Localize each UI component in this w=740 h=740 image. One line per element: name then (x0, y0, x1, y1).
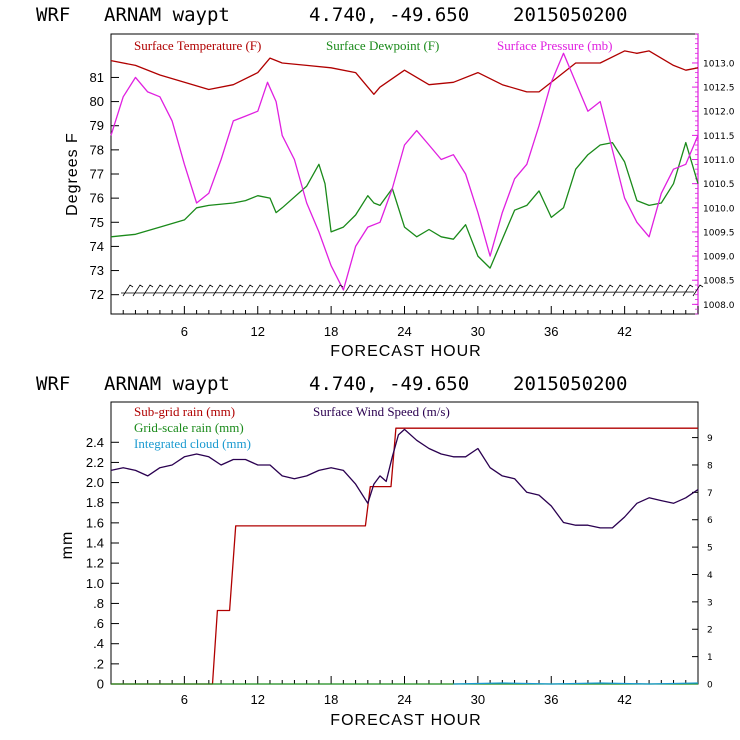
y-tick-label: 1.8 (86, 495, 104, 510)
x-tick-label-12: 12 (251, 692, 265, 707)
temperature-chart: WRF ARNAM waypt 4.740, -49.650 201505020… (36, 4, 735, 360)
series-line-sub-grid-rain-mm (111, 427, 698, 685)
right-tick-label: 1011.0 (703, 156, 735, 166)
legend-surface-temperature: Surface Temperature (F) (134, 38, 261, 53)
y-tick-label: 80 (90, 94, 104, 109)
right-tick-label: 1008.0 (703, 301, 735, 311)
top-plot-frame (110, 33, 699, 315)
top-right-ticks: 1008.0 1008.5 1009.0 1009.5 1010.0 1010.5 1011… (692, 33, 735, 315)
right-tick-label: 1012.0 (703, 108, 735, 118)
y-tick-label: 78 (90, 142, 104, 157)
precipitation-chart: WRF ARNAM waypt 4.740, -49.650 201505020… (36, 373, 713, 729)
x-tick-label-18: 18 (324, 324, 338, 339)
y-tick-label: .4 (93, 636, 104, 651)
bottom-x-ticks: 6 12 18 24 30 36 42 (110, 676, 699, 707)
top-series-group (110, 50, 699, 291)
top-title-init: 2015050200 (513, 4, 627, 26)
right-tick-label: 0 (707, 681, 713, 691)
bottom-title-model: WRF (36, 373, 70, 395)
right-tick-label: 3 (707, 598, 713, 608)
top-x-axis-label: FORECAST HOUR (330, 343, 481, 360)
y-tick-label: 2.4 (86, 435, 104, 450)
right-tick-label: 4 (707, 571, 713, 581)
top-title-coords: 4.740, -49.650 (309, 4, 469, 26)
right-tick-label: 1009.0 (703, 253, 735, 263)
x-tick-label-42: 42 (617, 324, 631, 339)
bottom-x-axis-label: FORECAST HOUR (330, 712, 481, 729)
x-tick-label-18: 18 (324, 692, 338, 707)
right-tick-label: 2 (707, 626, 713, 636)
legend-surface-pressure: Surface Pressure (mb) (497, 38, 613, 53)
legend-gridscale-rain: Grid-scale rain (mm) (134, 420, 244, 435)
y-tick-label: 77 (90, 167, 104, 182)
y-tick-label: .6 (93, 616, 104, 631)
y-tick-label: 73 (90, 263, 104, 278)
right-tick-label: 1008.5 (703, 277, 735, 287)
x-tick-label-30: 30 (471, 692, 485, 707)
x-tick-label-36: 36 (544, 692, 558, 707)
bottom-right-ticks: 0 1 2 3 4 5 6 7 8 9 (692, 434, 713, 691)
wind-barbs (120, 284, 704, 297)
right-tick-label: 1011.5 (703, 132, 735, 142)
right-tick-label: 9 (707, 434, 713, 444)
x-tick-label-36: 36 (544, 324, 558, 339)
x-tick-label-6: 6 (181, 324, 188, 339)
x-tick-label-24: 24 (397, 692, 411, 707)
legend-surface-dewpoint: Surface Dewpoint (F) (326, 38, 439, 53)
right-tick-label: 6 (707, 516, 713, 526)
y-tick-label: 1.6 (86, 515, 104, 530)
top-title-station: ARNAM waypt (104, 4, 230, 26)
y-tick-label: 1.2 (86, 556, 104, 571)
y-tick-label: 79 (90, 118, 104, 133)
y-tick-label: 74 (90, 239, 104, 254)
x-tick-label-6: 6 (181, 692, 188, 707)
bottom-title-station: ARNAM waypt (104, 373, 230, 395)
legend-integrated-cloud: Integrated cloud (mm) (134, 436, 251, 451)
y-tick-label: .8 (93, 596, 104, 611)
y-tick-label: 75 (90, 215, 104, 230)
right-tick-label: 5 (707, 544, 713, 554)
x-tick-label-42: 42 (617, 692, 631, 707)
right-tick-label: 1 (707, 653, 713, 663)
bottom-series-group (110, 427, 699, 685)
y-tick-label: 1.0 (86, 576, 104, 591)
y-tick-label: 1.4 (86, 536, 104, 551)
right-tick-label: 1010.5 (703, 180, 735, 190)
series-line-surface-wind-speed-m-s (110, 428, 699, 529)
x-tick-label-24: 24 (397, 324, 411, 339)
right-tick-label: 1009.5 (703, 228, 735, 238)
legend-subgrid-rain: Sub-grid rain (mm) (134, 404, 235, 419)
y-tick-label: 72 (90, 287, 104, 302)
y-tick-label: 76 (90, 191, 104, 206)
top-y-axis-label: Degrees F (64, 132, 81, 216)
right-tick-label: 8 (707, 461, 713, 471)
series-line-surface-dewpoint-f (110, 141, 699, 269)
bottom-y-ticks: 0 .2 .4 .6 .8 1.0 1.2 1.4 1.6 1.8 2.0 2.2 2.4 (86, 435, 119, 692)
right-tick-label: 1013.0 (703, 59, 735, 69)
x-tick-label-12: 12 (251, 324, 265, 339)
right-tick-label: 7 (707, 489, 713, 499)
bottom-title-init: 2015050200 (513, 373, 627, 395)
y-tick-label: 2.2 (86, 455, 104, 470)
top-title-model: WRF (36, 4, 70, 26)
y-tick-label: 0 (97, 677, 104, 692)
right-tick-label: 1012.5 (703, 84, 735, 94)
x-tick-label-30: 30 (471, 324, 485, 339)
top-y-ticks: 72 73 74 75 76 77 78 79 80 81 (90, 70, 119, 302)
right-tick-label: 1010.0 (703, 204, 735, 214)
y-tick-label: .2 (93, 656, 104, 671)
y-tick-label: 2.0 (86, 475, 104, 490)
top-x-ticks: 6 12 18 24 30 36 42 (110, 306, 699, 339)
series-line-surface-temperature-f (110, 50, 699, 95)
series-line-integrated-cloud-mm (453, 682, 699, 685)
legend-surface-wind-speed: Surface Wind Speed (m/s) (313, 404, 450, 419)
y-tick-label: 81 (90, 70, 104, 85)
series-line-surface-pressure-mb (110, 52, 699, 291)
bottom-y-axis-label: mm (59, 531, 76, 560)
bottom-title-coords: 4.740, -49.650 (309, 373, 469, 395)
